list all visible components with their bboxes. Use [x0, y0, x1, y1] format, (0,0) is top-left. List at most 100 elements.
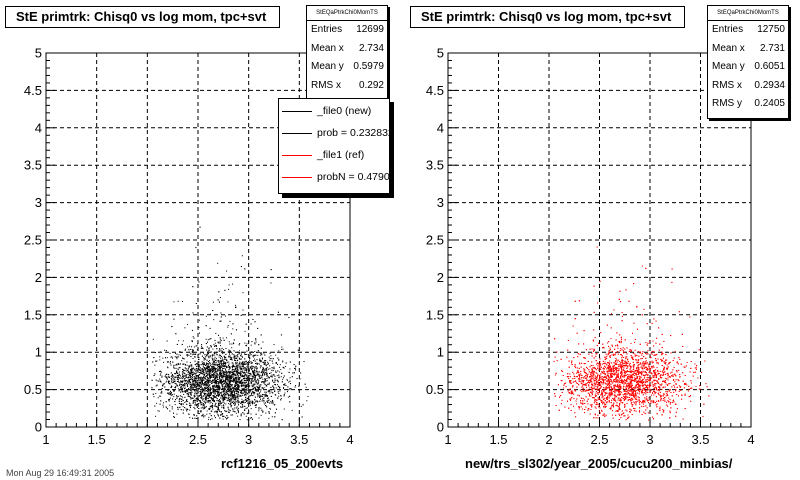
scatter-point	[262, 388, 264, 390]
scatter-point	[206, 355, 208, 357]
scatter-point	[228, 373, 230, 375]
scatter-point	[264, 362, 266, 364]
scatter-point	[247, 362, 249, 364]
scatter-point	[220, 375, 222, 377]
scatter-point	[231, 393, 233, 395]
scatter-point	[205, 343, 207, 345]
x-tick-label: 1	[42, 432, 49, 447]
scatter-point	[247, 372, 249, 374]
scatter-point	[240, 355, 242, 357]
scatter-point	[185, 382, 187, 384]
scatter-point	[207, 367, 209, 369]
scatter-point	[257, 390, 259, 392]
scatter-point	[239, 358, 241, 360]
scatter-point	[217, 415, 219, 417]
scatter-point	[266, 366, 268, 368]
scatter-point	[184, 385, 186, 387]
scatter-point	[237, 366, 239, 368]
scatter-point	[167, 367, 169, 369]
scatter-point	[153, 396, 155, 398]
scatter-point	[235, 378, 237, 380]
scatter-point	[221, 383, 223, 385]
scatter-point	[201, 373, 203, 375]
scatter-point	[208, 371, 210, 373]
scatter-point	[251, 379, 253, 381]
scatter-point	[192, 372, 194, 374]
scatter-point	[186, 355, 188, 357]
scatter-point	[269, 407, 271, 409]
scatter-point	[168, 375, 170, 377]
scatter-point	[219, 392, 221, 394]
scatter-point	[287, 396, 289, 398]
scatter-point	[234, 384, 236, 386]
scatter-point	[223, 390, 225, 392]
y-tick-label: 2.5	[24, 233, 42, 248]
scatter-point	[169, 391, 171, 393]
scatter-point	[245, 374, 247, 376]
scatter-point	[193, 374, 195, 376]
scatter-point	[194, 369, 196, 371]
scatter-point	[303, 361, 305, 363]
scatter-point	[193, 380, 195, 382]
scatter-point	[258, 407, 260, 409]
scatter-point	[171, 378, 173, 380]
scatter-point	[255, 404, 257, 406]
scatter-point	[230, 385, 232, 387]
scatter-point	[251, 386, 253, 388]
scatter-point	[260, 389, 262, 391]
scatter-point	[190, 382, 192, 384]
scatter-point	[230, 374, 232, 376]
scatter-point	[199, 402, 201, 404]
scatter-point	[238, 379, 240, 381]
scatter-point	[194, 360, 196, 362]
scatter-point	[200, 364, 202, 366]
scatter-point	[219, 350, 221, 352]
scatter-point	[294, 367, 296, 369]
scatter-point	[203, 357, 205, 359]
scatter-point	[214, 390, 216, 392]
scatter-point	[243, 400, 245, 402]
scatter-point	[231, 377, 233, 379]
scatter-point	[222, 365, 224, 367]
scatter-point	[304, 383, 306, 385]
scatter-point	[232, 342, 234, 344]
scatter-point	[258, 408, 260, 410]
scatter-point	[198, 381, 200, 383]
scatter-point	[205, 382, 207, 384]
scatter-point	[244, 380, 246, 382]
scatter-point	[189, 371, 191, 373]
scatter-point	[237, 381, 239, 383]
scatter-point	[232, 400, 234, 402]
scatter-point	[241, 351, 243, 353]
scatter-point	[207, 390, 209, 392]
scatter-point	[228, 364, 230, 366]
scatter-point	[184, 373, 186, 375]
scatter-point	[237, 388, 239, 390]
scatter-point	[212, 379, 214, 381]
scatter-point	[173, 393, 175, 395]
scatter-point	[212, 360, 214, 362]
scatter-point	[224, 357, 226, 359]
scatter-point	[188, 349, 190, 351]
scatter-point	[228, 378, 230, 380]
scatter-point	[207, 390, 209, 392]
scatter-point	[216, 380, 218, 382]
scatter-point	[159, 403, 161, 405]
scatter-point	[247, 387, 249, 389]
scatter-point	[231, 404, 233, 406]
scatter-point	[221, 394, 223, 396]
scatter-point	[236, 383, 238, 385]
scatter-point	[233, 343, 235, 345]
scatter-point	[213, 374, 215, 376]
scatter-point	[238, 382, 240, 384]
scatter-point	[251, 418, 253, 420]
scatter-point	[189, 379, 191, 381]
scatter-point	[257, 396, 259, 398]
scatter-point	[212, 375, 214, 377]
scatter-point	[274, 412, 276, 414]
scatter-point	[219, 375, 221, 377]
scatter-point	[210, 400, 212, 402]
scatter-point	[200, 401, 202, 403]
scatter-point	[240, 395, 242, 397]
scatter-point	[194, 391, 196, 393]
